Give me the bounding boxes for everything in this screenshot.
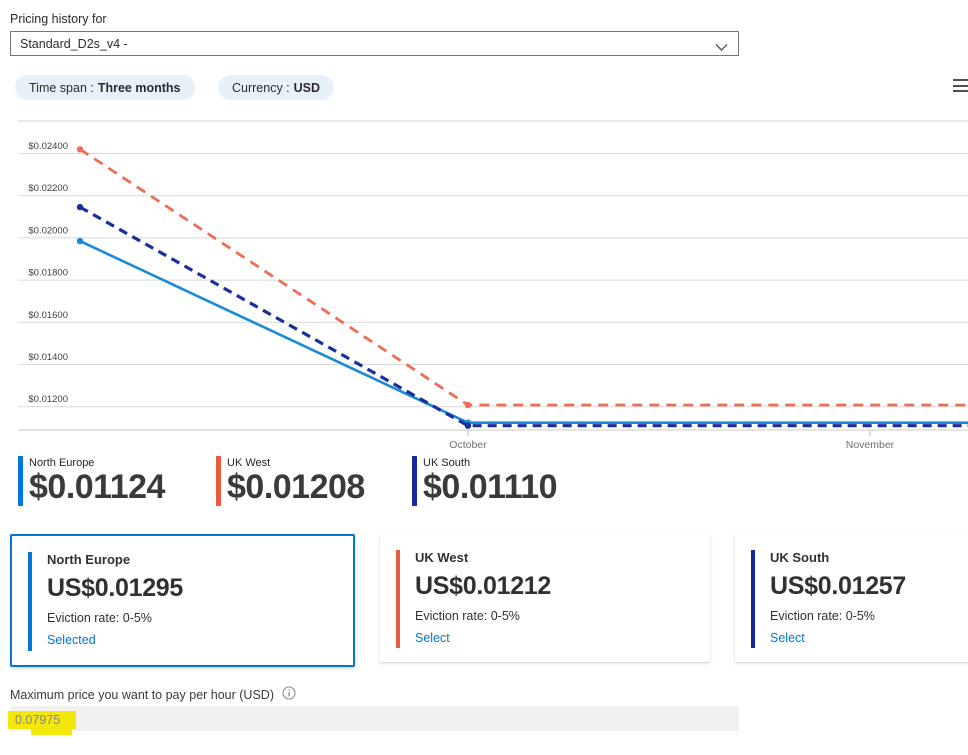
- legend-value: $0.01208: [227, 468, 365, 506]
- card-region-name: UK West: [415, 550, 469, 565]
- svg-text:$0.02000: $0.02000: [28, 225, 68, 236]
- legend-item-uk-south: UK South $0.01110: [412, 456, 558, 506]
- highlight-tail: [31, 729, 72, 735]
- max-price-value: 0.07975: [8, 711, 77, 729]
- card-eviction-rate: Eviction rate: 0-5%: [770, 609, 875, 623]
- legend-value: $0.01124: [29, 468, 165, 506]
- pricing-history-label: Pricing history for: [10, 12, 107, 26]
- card-region-name: North Europe: [47, 552, 131, 567]
- svg-text:October: October: [449, 439, 487, 451]
- legend-item-uk-west: UK West $0.01208: [216, 456, 365, 506]
- region-card-north-europe[interactable]: North Europe US$0.01295 Eviction rate: 0…: [10, 534, 355, 667]
- currency-value: USD: [293, 80, 321, 95]
- card-accent-bar: [28, 552, 32, 651]
- legend-color-bar: [216, 456, 221, 506]
- card-region-name: UK South: [770, 550, 830, 565]
- legend-label: UK South: [423, 457, 471, 469]
- card-accent-bar: [751, 550, 755, 648]
- legend-color-bar: [18, 456, 23, 506]
- region-card-uk-south[interactable]: UK South US$0.01257 Eviction rate: 0-5% …: [735, 534, 968, 662]
- card-eviction-rate: Eviction rate: 0-5%: [47, 611, 152, 625]
- legend-label: UK West: [227, 457, 271, 469]
- card-select-link[interactable]: Select: [415, 631, 450, 645]
- card-accent-bar: [396, 550, 400, 648]
- currency-label: Currency :: [232, 80, 290, 95]
- legend-color-bar: [412, 456, 417, 506]
- info-icon[interactable]: [282, 686, 296, 703]
- card-eviction-rate: Eviction rate: 0-5%: [415, 609, 520, 623]
- legend-item-north-europe: North Europe $0.01124: [18, 456, 165, 506]
- vm-size-dropdown-value: Standard_D2s_v4 -: [20, 36, 128, 51]
- chart-menu-icon[interactable]: [953, 79, 968, 96]
- max-price-label-row: Maximum price you want to pay per hour (…: [10, 686, 296, 703]
- svg-text:$0.01800: $0.01800: [28, 268, 68, 279]
- svg-text:November: November: [846, 439, 895, 451]
- time-span-filter[interactable]: Time span : Three months: [15, 75, 195, 100]
- legend-value: $0.01110: [423, 468, 558, 506]
- currency-filter[interactable]: Currency : USD: [218, 75, 335, 100]
- svg-text:$0.02400: $0.02400: [28, 141, 68, 152]
- card-price: US$0.01212: [415, 572, 552, 600]
- card-price: US$0.01257: [770, 572, 907, 600]
- card-price: US$0.01295: [47, 574, 184, 602]
- svg-text:$0.01600: $0.01600: [28, 310, 68, 321]
- time-span-label: Time span :: [29, 80, 94, 95]
- max-price-input[interactable]: 0.07975: [8, 706, 739, 735]
- region-card-uk-west[interactable]: UK West US$0.01212 Eviction rate: 0-5% S…: [380, 534, 710, 662]
- svg-text:$0.01400: $0.01400: [28, 352, 68, 363]
- max-price-label: Maximum price you want to pay per hour (…: [10, 687, 274, 702]
- vm-size-dropdown[interactable]: Standard_D2s_v4 -: [10, 31, 739, 56]
- legend-label: North Europe: [29, 457, 95, 469]
- svg-text:$0.02200: $0.02200: [28, 183, 68, 194]
- time-span-value: Three months: [97, 80, 181, 95]
- chevron-down-icon: [715, 39, 728, 57]
- card-select-link[interactable]: Selected: [47, 633, 96, 647]
- card-select-link[interactable]: Select: [770, 631, 805, 645]
- svg-text:$0.01200: $0.01200: [28, 394, 68, 405]
- price-history-chart: $0.02400 $0.02200 $0.02000 $0.01800 $0.01600…: [18, 120, 968, 451]
